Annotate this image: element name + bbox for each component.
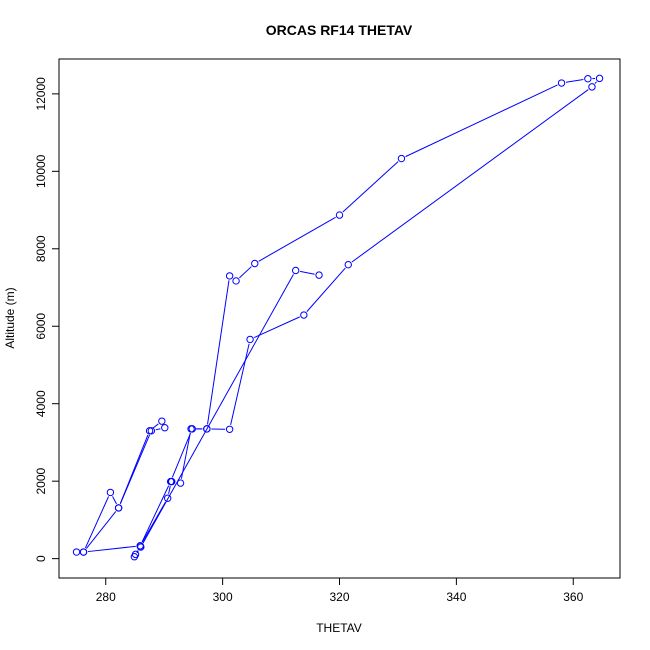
x-axis: 280 300 320 340 360 [96,577,584,604]
x-tick-label: 320 [329,590,349,604]
series-line-segment [142,501,166,543]
data-point [232,277,240,285]
data-point [161,424,169,432]
series-line-segment [87,545,136,553]
y-tick-label: 2000 [34,468,48,495]
data-point [335,211,344,219]
y-tick-label: 12000 [34,77,48,111]
data-point [72,548,81,556]
data-point [300,311,308,319]
series-line-segment [258,216,336,262]
series-line-segment [342,161,399,213]
data-point [344,260,352,269]
data-point [147,427,156,435]
series-line-segment [565,78,584,83]
y-axis: 0 2000 4000 6000 8000 10000 12000 [34,77,60,562]
series-0 [72,74,604,561]
series-line-segment [239,266,252,279]
data-point [166,477,175,486]
data-point [291,266,300,275]
y-tick-label: 0 [34,555,48,562]
series-line-segment [405,84,558,158]
series-line-segment [594,81,597,84]
data-point [225,425,234,433]
data-point [158,417,166,425]
data-point [225,272,234,280]
series-layer [72,74,604,561]
series-line-segment [141,485,170,542]
data-point [251,259,259,268]
series-line-segment [299,270,315,275]
series-line-segment [351,89,589,263]
x-tick-label: 300 [213,590,233,604]
x-tick-label: 280 [96,590,116,604]
series-line-segment [84,496,110,549]
series-line-segment [207,280,230,425]
series-line-segment [85,511,117,549]
data-point [79,548,88,556]
y-axis-label: Altitude (m) [3,287,17,348]
data-point [114,504,123,512]
data-point [315,271,323,279]
series-line-segment [253,316,300,339]
series-line-segment [306,267,346,312]
series-line-segment [168,485,171,494]
chart-title: ORCAS RF14 THETAV [266,22,413,38]
data-point [246,335,254,344]
series-line-segment [230,343,250,425]
data-point [557,79,566,87]
data-point [106,488,115,497]
series-line-segment [112,496,117,505]
data-point [130,552,139,561]
x-axis-label: THETAV [316,621,362,635]
y-tick-label: 6000 [34,313,48,340]
data-point [163,494,172,502]
data-point [188,425,196,433]
series-line-segment [142,274,294,544]
data-point [176,479,185,487]
y-tick-label: 4000 [34,390,48,417]
data-point [397,154,406,163]
y-tick-label: 10000 [34,154,48,188]
x-tick-label: 340 [446,590,466,604]
x-tick-label: 360 [563,590,583,604]
data-point [595,74,604,83]
data-point [203,425,211,433]
data-point [584,75,592,83]
series-line-segment [152,423,159,429]
series-line-segment [119,434,151,504]
data-point [137,543,145,551]
plot-frame [58,58,621,579]
series-line-segment [155,428,161,431]
y-tick-label: 8000 [34,235,48,262]
data-point [588,83,596,91]
series-line-segment [171,432,191,478]
